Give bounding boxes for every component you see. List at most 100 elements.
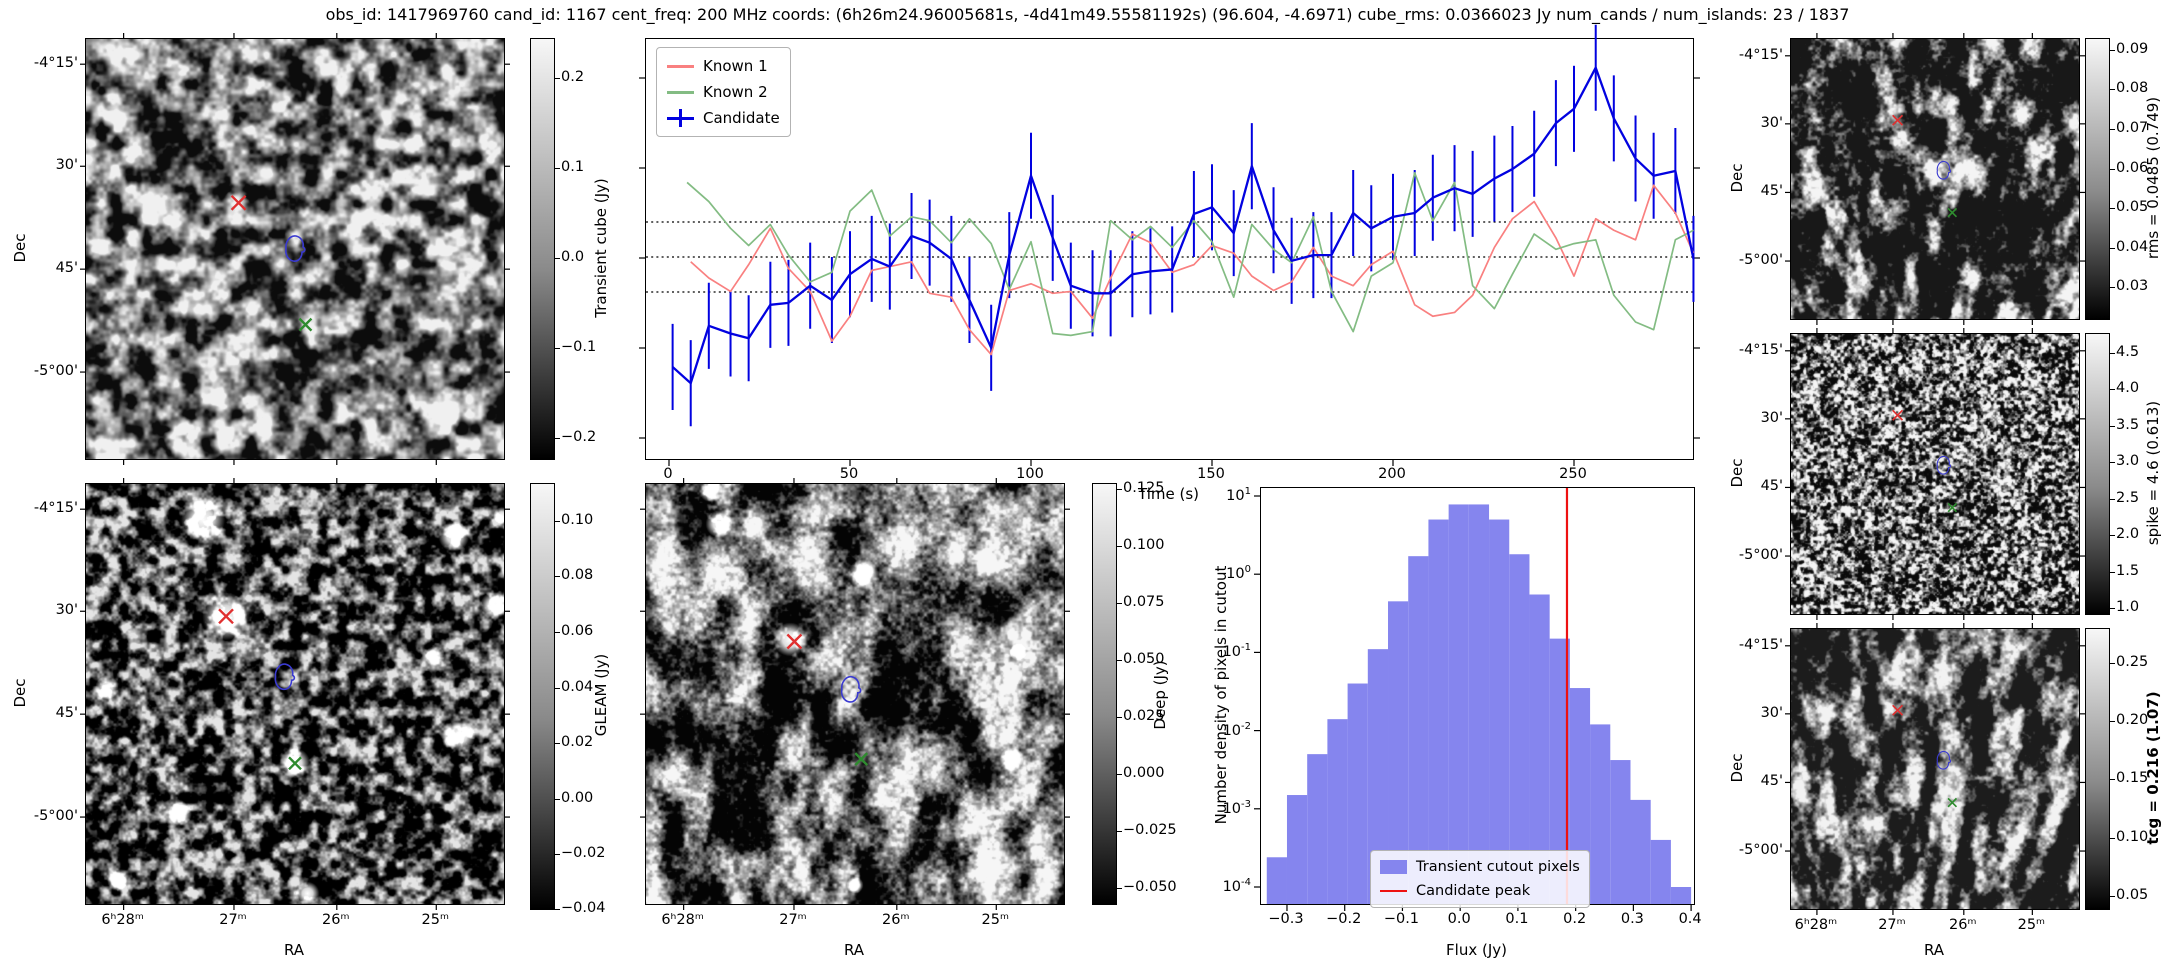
colorbar-tick-label: −0.1 [561, 339, 597, 355]
dec-axis-label: Dec [11, 678, 29, 708]
candidate-island-contour [1936, 750, 1952, 770]
spike-colorbar [2085, 333, 2115, 615]
deep-image [646, 484, 1064, 904]
dec-axis-label: Dec [1728, 458, 1746, 488]
dec-tick-label: -4°15' [33, 500, 78, 517]
histogram-bar [1388, 601, 1409, 904]
colorbar-tick [554, 742, 560, 744]
gleam-overlay [80, 478, 510, 910]
colorbar-tick-label: 0.04 [2116, 239, 2149, 255]
candidate-island-contour [285, 235, 306, 262]
ra-axis-label: RA [1923, 941, 1945, 959]
colorbar-tick-label: 1.0 [2116, 599, 2140, 615]
histogram-xtick-label: −0.1 [1383, 911, 1420, 927]
red-cross-marker [1892, 409, 1904, 421]
dec-tick-label: 30' [55, 157, 78, 174]
dec-tick-label: -4°15' [1738, 636, 1783, 653]
colorbar-tick [554, 853, 560, 855]
colorbar-tick [2109, 837, 2115, 839]
legend-label: Transient cutout pixels [1416, 859, 1580, 875]
dec-tick-label: 30' [1760, 704, 1783, 721]
lightcurve-xtick-label: 100 [1016, 466, 1044, 482]
lightcurve-xtick-label: 50 [839, 466, 859, 482]
colorbar-tick [2109, 607, 2115, 609]
colorbar-tick-label: 0.00 [561, 790, 594, 806]
colorbar-tick [554, 257, 560, 259]
histogram-bar [1266, 857, 1287, 904]
colorbar-tick [1116, 830, 1122, 832]
histogram-xtick-label: 0.0 [1447, 911, 1471, 927]
deep-colorbar-label: Deep (Jy) [1151, 660, 1169, 730]
colorbar-tick [554, 575, 560, 577]
histogram-bar [1529, 594, 1550, 904]
histogram-bar [1630, 799, 1651, 904]
dec-tick-label: 45' [55, 705, 78, 722]
colorbar-tick [2109, 461, 2115, 463]
histogram-yaxis-label: Number density of pixels in cutout [1212, 565, 1230, 825]
colorbar-tick [554, 908, 560, 910]
histogram-bar [1468, 504, 1490, 904]
histogram-bar [1408, 556, 1429, 904]
histogram-bar [1650, 839, 1671, 904]
colorbar-tick [2109, 571, 2115, 573]
colorbar-tick [1116, 602, 1122, 604]
spike-image [1791, 334, 2079, 614]
colorbar-tick [2109, 207, 2115, 209]
dec-tick-label: 30' [1760, 114, 1783, 131]
flux-histogram-panel [1254, 487, 1695, 911]
green-cross-marker [1947, 207, 1958, 218]
histogram-xtick-label: −0.2 [1326, 911, 1362, 927]
candidate-island-contour [1936, 455, 1952, 475]
dec-tick-label: 30' [1760, 409, 1783, 426]
histogram-plot [1254, 488, 1692, 911]
colorbar-tick-label: 0.10 [2116, 829, 2149, 845]
deep-colorbar [1092, 483, 1122, 905]
colorbar-tick-label: 0.125 [1123, 480, 1165, 496]
rms-colorbar [2085, 38, 2115, 320]
dec-tick-label: -4°15' [33, 55, 78, 72]
gleam-colorbar [530, 483, 560, 910]
colorbar-tick [2109, 88, 2115, 90]
known1-line [690, 184, 1695, 356]
ra-tick-label: 27ᵐ [1878, 917, 1906, 933]
transient_cube-colorbar-label: Transient cube (Jy) [592, 178, 610, 318]
colorbar-tick [2109, 168, 2115, 170]
colorbar-tick-label: −0.050 [1123, 879, 1177, 895]
candidate-island-contour [274, 663, 296, 691]
lightcurve-panel [639, 24, 1700, 466]
colorbar-tick-label: 0.03 [2116, 278, 2149, 294]
colorbar-tick-label: 2.5 [2116, 490, 2140, 506]
transient-overlay [80, 33, 510, 465]
rms-overlay [1785, 33, 2085, 325]
histogram-ytick-label: 100 [1226, 564, 1251, 583]
colorbar-tick-label: 0.05 [2116, 887, 2149, 903]
colorbar-tick [1116, 773, 1122, 775]
histogram-xtick-label: 0.3 [1620, 911, 1644, 927]
ra-tick-label: 26ᵐ [882, 912, 910, 928]
candidate-island-contour [840, 675, 862, 703]
lightcurve-xtick-label: 250 [1559, 466, 1587, 482]
ra-tick-label: 25ᵐ [981, 912, 1010, 928]
colorbar-tick-label: 0.075 [1123, 594, 1165, 610]
red-cross-marker [786, 633, 803, 650]
legend-label: Known 1 [703, 57, 768, 75]
histogram-bar [1307, 754, 1328, 904]
colorbar-tick [2109, 895, 2115, 897]
legend-item-candidate: Candidate [667, 105, 780, 131]
colorbar-tick-label: 0.10 [561, 512, 594, 528]
dec-tick-label: 45' [1760, 478, 1783, 495]
histogram-bar [1327, 719, 1348, 904]
dec-axis-label: Dec [1728, 163, 1746, 193]
figure-title: obs_id: 1417969760 cand_id: 1167 cent_fr… [325, 5, 1850, 24]
legend-label: Candidate peak [1416, 883, 1531, 899]
ra-tick-label: 27ᵐ [219, 912, 247, 928]
ra-tick-label: 26ᵐ [1949, 917, 1977, 933]
tcg-cutout-panel [1785, 623, 2085, 915]
ra-tick-label: 27ᵐ [779, 912, 807, 928]
deep-overlay [640, 478, 1070, 910]
colorbar-tick-label: −0.04 [561, 900, 606, 916]
colorbar-tick-label: 0.050 [1123, 651, 1165, 667]
colorbar-tick [2109, 352, 2115, 354]
colorbar-tick-label: 0.06 [2116, 160, 2149, 176]
